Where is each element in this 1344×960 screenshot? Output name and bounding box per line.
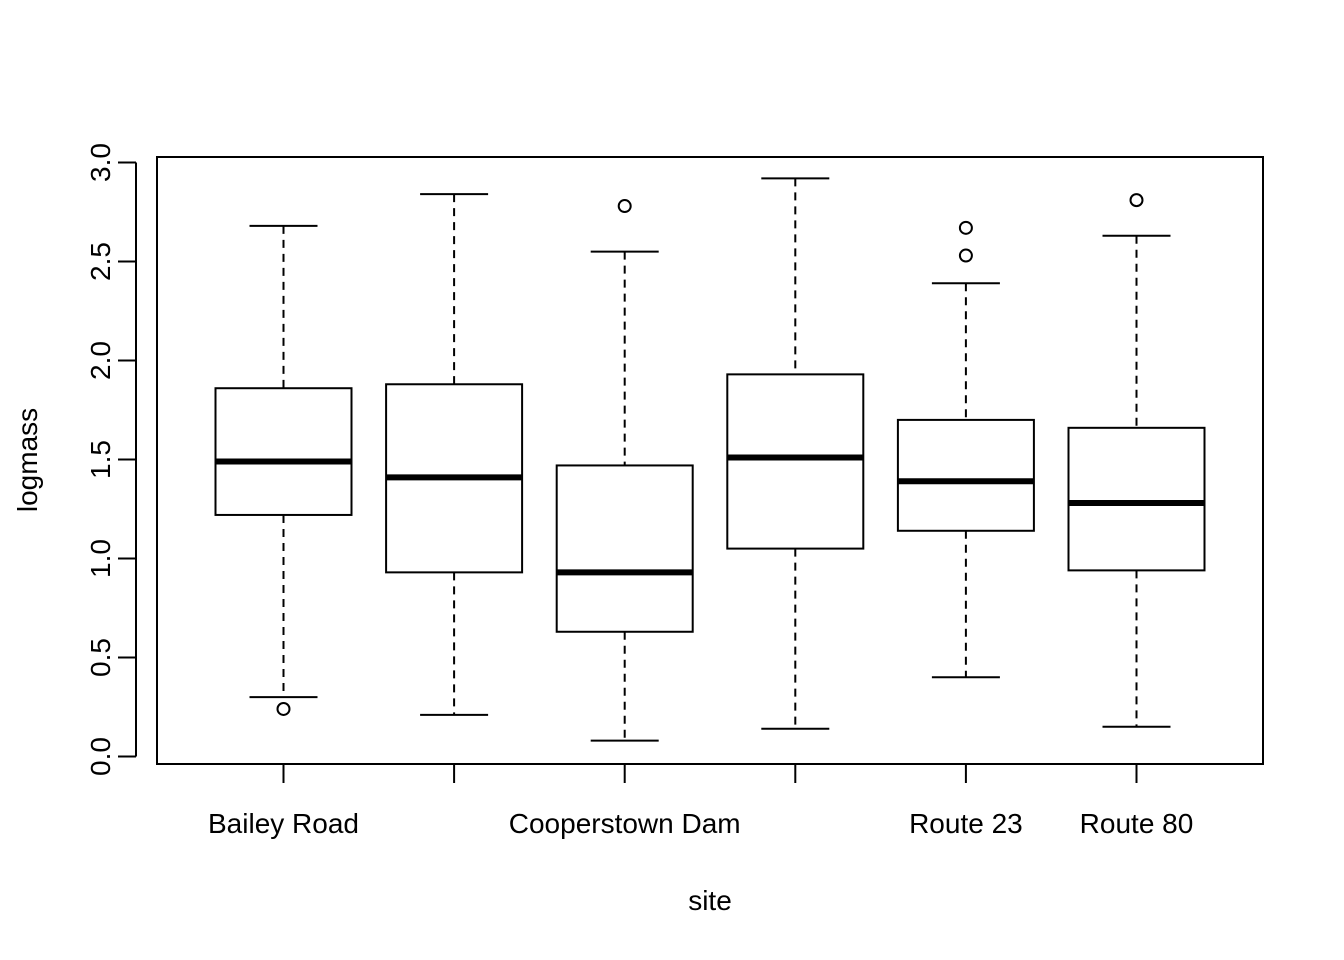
plot-frame [156,156,1264,765]
y-tick-label: 1.0 [85,539,116,578]
y-tick-label: 3.0 [85,143,116,182]
y-tick-label: 2.0 [85,341,116,380]
box-group [726,177,865,730]
outlier-point [958,248,973,263]
box-iqr [555,464,694,633]
box-group [385,193,524,716]
x-tick-label: Bailey Road [208,808,359,839]
box-iqr [214,387,353,516]
box-group [1067,193,1206,728]
boxes [214,177,1206,742]
box-group [214,224,353,716]
x-axis-label: site [688,885,732,916]
x-tick-label: Route 23 [909,808,1023,839]
box-group [555,199,694,742]
box-iqr [896,418,1035,532]
box-iqr [1067,426,1206,572]
y-tick-label: 0.5 [85,638,116,677]
x-tick-label: Route 80 [1080,808,1194,839]
y-tick-label: 0.0 [85,737,116,776]
y-axis-label: logmass [12,408,43,512]
box-iqr [726,373,865,550]
x-axis: Bailey Road Cooperstown Dam Route 23 Route … [208,764,1193,839]
x-tick-label: Cooperstown Dam [509,808,741,839]
outlier-point [958,220,973,235]
outlier-point [1129,193,1144,208]
outlier-point [276,701,291,716]
box-group [896,220,1035,679]
outlier-point [617,199,632,214]
y-axis: 0.0 0.5 1.0 1.5 2.0 2.5 3.0 [85,143,137,776]
y-tick-label: 2.5 [85,242,116,281]
y-tick-label: 1.5 [85,440,116,479]
